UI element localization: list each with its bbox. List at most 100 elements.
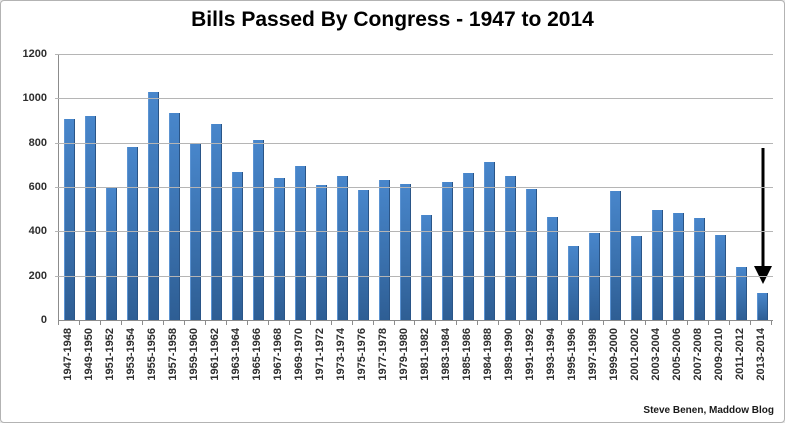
bar-cell [290,54,311,320]
x-label-cell: 1997-1998 [583,328,604,392]
x-label-cell: 1981-1982 [415,328,436,392]
x-tick [372,321,394,325]
bar-cell [248,54,269,320]
x-tick [477,321,498,325]
bar-2005-2006 [673,213,684,320]
bar-1947-1948 [64,119,75,320]
x-tick-label: 1965-1966 [251,328,263,381]
bar-series [59,54,773,320]
bar-1995-1996 [568,246,579,320]
x-label-cell: 2005-2006 [667,328,688,392]
x-label-cell: 1989-1990 [499,328,520,392]
x-tick-label: 2013-2014 [755,328,767,381]
x-label-cell: 1959-1960 [184,328,205,392]
bar-cell [395,54,416,320]
x-tick [687,321,708,325]
x-tick [309,321,331,325]
x-label-cell: 1949-1950 [79,328,100,392]
x-tick-label: 1975-1976 [356,328,368,381]
bar-2001-2002 [631,236,642,320]
x-label-cell: 1953-1954 [121,328,142,392]
x-axis-ticks [58,321,772,325]
bar-1975-1976 [358,189,369,320]
x-tick-label: 1985-1986 [461,328,473,381]
x-tick-label: 1995-1996 [566,328,578,381]
x-tick-label: 1971-1972 [314,328,326,381]
bar-cell [500,54,521,320]
bar-cell [563,54,584,320]
y-tick-label: 1000 [22,92,47,105]
chart-title: Bills Passed By Congress - 1947 to 2014 [191,8,594,31]
bar-1969-1970 [295,165,306,320]
bar-1991-1992 [526,189,537,320]
x-label-cell: 1984-1988 [478,328,499,392]
gridline [55,54,773,55]
bar-1989-1990 [505,175,516,320]
x-label-cell: 1951-1952 [100,328,121,392]
x-label-cell: 1979-1980 [394,328,415,392]
bar-1949-1950 [85,115,96,320]
x-tick [624,321,645,325]
bar-cell [59,54,80,320]
bar-1983-1984 [442,181,453,320]
x-tick-label: 1997-1998 [587,328,599,381]
x-tick [519,321,540,325]
bar-1961-1962 [211,123,222,320]
x-label-cell: 1983-1984 [436,328,457,392]
x-tick-label: 1947-1948 [62,328,74,381]
x-tick [540,321,561,325]
bar-1985-1986 [463,172,474,320]
x-tick [330,321,352,325]
bar-cell [437,54,458,320]
x-tick [456,321,477,325]
bar-cell [542,54,563,320]
bar-1993-1994 [547,216,558,320]
bar-cell [689,54,710,320]
x-label-cell: 2011-2012 [730,328,751,392]
x-tick [183,321,205,325]
x-tick [666,321,687,325]
x-tick-label: 1979-1980 [398,328,410,381]
y-tick-label: 200 [28,269,47,282]
y-tick-label: 400 [28,225,47,238]
x-label-cell: 1955-1956 [142,328,163,392]
x-tick-label: 1989-1990 [503,328,515,381]
gridline [55,98,773,100]
x-tick-label: 1983-1984 [440,328,452,381]
bar-cell [605,54,626,320]
x-tick-label: 1955-1956 [146,328,158,381]
x-tick [603,321,624,325]
gridline [55,275,773,277]
bar-1984-1988 [484,161,495,320]
x-tick-label: 2011-2012 [734,328,746,380]
x-label-cell: 1965-1966 [247,328,268,392]
x-tick-label: 1951-1952 [104,328,116,381]
bar-cell [227,54,248,320]
bar-cell [353,54,374,320]
bar-1953-1954 [127,146,138,320]
x-label-cell: 1961-1962 [205,328,226,392]
x-tick-label: 1977-1978 [377,328,389,381]
bar-1963-1964 [232,172,243,320]
bar-cell [752,54,773,320]
bar-1977-1978 [379,179,390,320]
x-tick [414,321,435,325]
x-label-cell: 1975-1976 [352,328,373,392]
bar-1951-1952 [106,188,117,320]
bar-1971-1972 [316,185,327,320]
x-tick [561,321,582,325]
bar-cell [206,54,227,320]
x-label-cell: 1985-1986 [457,328,478,392]
attribution-text: Steve Benen, Maddow Blog [643,405,774,416]
bar-cell [185,54,206,320]
x-tick [435,321,456,325]
x-label-cell: 1991-1992 [520,328,541,392]
x-tick-label: 1999-2000 [608,328,620,381]
bar-cell [416,54,437,320]
bar-cell [164,54,185,320]
bar-1955-1956 [148,92,159,320]
bar-cell [458,54,479,320]
bar-cell [647,54,668,320]
bar-2011-2012 [736,267,747,320]
gridline [55,142,773,144]
